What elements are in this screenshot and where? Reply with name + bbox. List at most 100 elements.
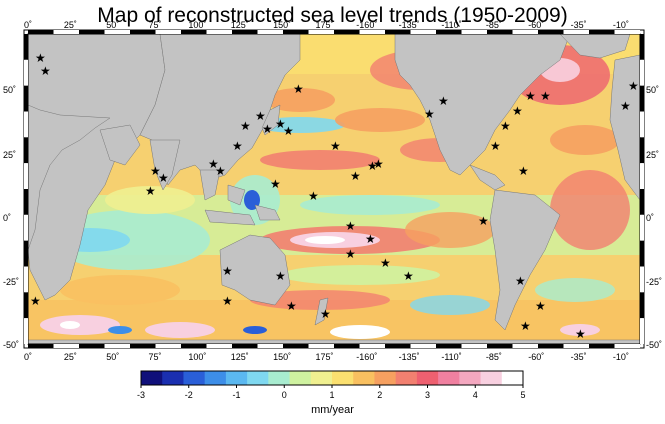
longitude-tick: 150˚ xyxy=(273,20,292,30)
longitude-tick: -10˚ xyxy=(612,352,629,362)
longitude-tick: 25˚ xyxy=(63,352,77,362)
station-star: ★ xyxy=(345,247,356,261)
longitude-tick: -160˚ xyxy=(356,20,378,30)
latitude-tick-left: 50˚ xyxy=(3,85,17,95)
longitude-tick: 50˚ xyxy=(106,352,120,362)
longitude-tick: -160˚ xyxy=(356,352,378,362)
latitude-tick-left: 0˚ xyxy=(3,213,12,223)
station-star: ★ xyxy=(232,139,243,153)
longitude-tick: 0˚ xyxy=(23,352,33,362)
station-star: ★ xyxy=(262,122,273,136)
latitude-tick-right: 25˚ xyxy=(646,150,660,160)
station-star: ★ xyxy=(628,79,639,93)
longitude-tick: -60˚ xyxy=(528,352,545,362)
longitude-tick: 175˚ xyxy=(315,352,334,362)
latitude-tick-left: 25˚ xyxy=(3,150,17,160)
colorbar-tick-label: -1 xyxy=(232,390,241,400)
longitude-tick: -85˚ xyxy=(485,20,502,30)
colorbar-swatch xyxy=(268,371,291,385)
colorbar-swatch xyxy=(247,371,269,385)
longitude-tick: -110˚ xyxy=(441,20,462,30)
station-star: ★ xyxy=(512,104,523,118)
station-star: ★ xyxy=(478,214,489,228)
colorbar-swatch xyxy=(183,371,206,385)
colorbar-swatch xyxy=(395,371,418,385)
station-star: ★ xyxy=(275,269,286,283)
station-star: ★ xyxy=(525,89,536,103)
station-star: ★ xyxy=(535,299,546,313)
station-star: ★ xyxy=(365,232,376,246)
longitude-tick: -10˚ xyxy=(612,20,629,30)
longitude-tick: -85˚ xyxy=(485,352,502,362)
north-america-landmass xyxy=(394,34,571,176)
station-star: ★ xyxy=(403,269,414,283)
station-star: ★ xyxy=(367,159,378,173)
station-star: ★ xyxy=(293,82,304,96)
colorbar xyxy=(140,370,524,388)
longitude-tick: 150˚ xyxy=(273,352,292,362)
longitude-tick: -60˚ xyxy=(528,20,545,30)
station-star: ★ xyxy=(515,274,526,288)
colorbar-tick-label: 0 xyxy=(281,390,287,400)
station-star: ★ xyxy=(275,117,286,131)
longitude-tick: 125˚ xyxy=(230,20,249,30)
colorbar-tick-label: 4 xyxy=(472,390,478,400)
longitude-tick: -35˚ xyxy=(570,352,587,362)
longitude-tick: -135˚ xyxy=(398,20,420,30)
station-star: ★ xyxy=(520,319,531,333)
latitude-tick-right: 50˚ xyxy=(646,85,660,95)
colorbar-tick-label: 1 xyxy=(329,390,335,400)
station-star: ★ xyxy=(500,119,511,133)
colorbar-tick-label: 3 xyxy=(424,390,431,400)
longitude-tick: 0˚ xyxy=(23,20,33,30)
colorbar-swatch xyxy=(353,371,375,385)
longitude-tick: 175˚ xyxy=(315,20,334,30)
station-star: ★ xyxy=(35,51,46,65)
tide-gauge-stations: ★ ★ ★ ★ ★ ★ ★ ★ ★ ★ ★ ★ ★ ★ ★ ★ ★ ★ ★ ★ … xyxy=(30,51,639,341)
colorbar-swatch xyxy=(480,371,503,385)
longitude-tick: -35˚ xyxy=(570,20,587,30)
australia-landmass xyxy=(219,234,291,306)
latitude-tick-left: -25˚ xyxy=(3,277,20,287)
colorbar-swatch xyxy=(310,371,333,385)
station-star: ★ xyxy=(270,177,281,191)
station-star: ★ xyxy=(255,109,266,123)
latitude-tick-right: -25˚ xyxy=(646,277,663,287)
station-star: ★ xyxy=(490,139,501,153)
longitude-tick: 100˚ xyxy=(188,352,207,362)
station-star: ★ xyxy=(222,294,233,308)
colorbar-swatch xyxy=(204,371,227,385)
station-star: ★ xyxy=(373,157,384,171)
station-star: ★ xyxy=(240,119,251,133)
latitude-tick-left: -50˚ xyxy=(3,340,20,350)
station-star: ★ xyxy=(208,157,219,171)
station-star: ★ xyxy=(158,171,169,185)
longitude-tick: 100˚ xyxy=(188,20,207,30)
colorbar-swatch xyxy=(374,371,397,385)
station-star: ★ xyxy=(283,124,294,138)
colorbar-swatch xyxy=(332,371,354,385)
india-landmass xyxy=(149,139,181,191)
colorbar-tick-label: 5 xyxy=(520,390,526,400)
map-area: ★ ★ ★ ★ ★ ★ ★ ★ ★ ★ ★ ★ ★ ★ ★ ★ ★ ★ ★ ★ … xyxy=(28,34,640,344)
station-star: ★ xyxy=(518,164,529,178)
colorbar-swatch xyxy=(438,371,460,385)
colorbar-unit-label: mm/year xyxy=(311,404,354,416)
station-star: ★ xyxy=(30,294,41,308)
station-star: ★ xyxy=(308,189,319,203)
longitude-tick: -135˚ xyxy=(398,352,420,362)
station-star: ★ xyxy=(345,219,356,233)
station-star: ★ xyxy=(222,264,233,278)
station-star: ★ xyxy=(575,327,586,341)
longitude-tick: 75˚ xyxy=(148,352,162,362)
station-star: ★ xyxy=(540,89,551,103)
map-title: Map of reconstructed sea level trends (1… xyxy=(97,4,568,27)
station-star: ★ xyxy=(145,184,156,198)
station-star: ★ xyxy=(620,99,631,113)
station-star: ★ xyxy=(424,107,435,121)
colorbar-tick-label: -3 xyxy=(136,390,146,400)
colorbar-swatch xyxy=(289,371,312,385)
greenland-landmass xyxy=(559,34,631,59)
longitude-tick: 25˚ xyxy=(63,20,77,30)
